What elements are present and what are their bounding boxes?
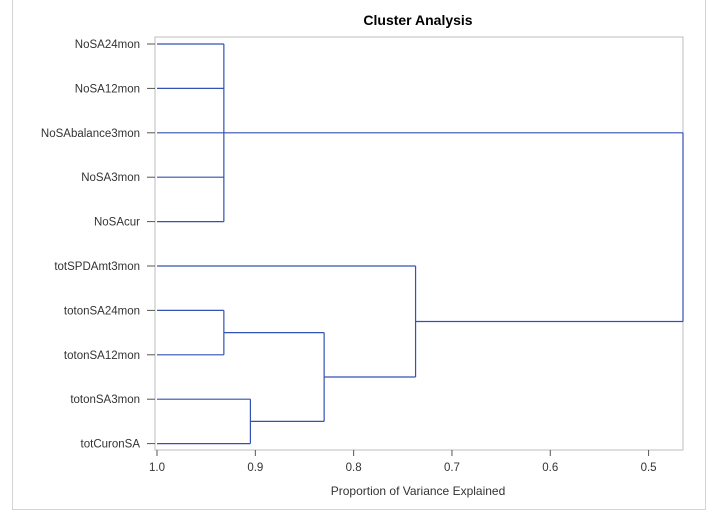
x-axis-label: Proportion of Variance Explained: [331, 484, 506, 498]
dendrogram-links: [157, 43, 684, 445]
chart-frame: [12, 0, 706, 510]
x-tick-label: 0.5: [641, 462, 657, 474]
leaf-label: NoSA12mon: [75, 83, 140, 95]
leaf-label: NoSAbalance3mon: [41, 128, 140, 140]
x-tick-label: 0.9: [247, 462, 263, 474]
leaf-labels: NoSA24mon NoSA12mon NoSAbalance3mon NoSA3mo…: [41, 39, 155, 451]
leaf-label: NoSA24mon: [75, 39, 140, 51]
chart-title: Cluster Analysis: [363, 12, 472, 28]
x-tick-label: 0.6: [542, 462, 558, 474]
plot-area: [154, 36, 684, 451]
x-tick-label: 1.0: [149, 462, 165, 474]
x-axis: 1.0 0.9 0.8 0.7 0.6 0.5: [149, 450, 657, 474]
leaf-label: totonSA3mon: [70, 394, 140, 406]
leaf-label: totCuronSA: [81, 439, 141, 451]
x-tick-label: 0.8: [346, 462, 362, 474]
leaf-label: totSPDAmt3mon: [54, 261, 140, 273]
leaf-label: NoSA3mon: [81, 172, 140, 184]
leaf-label: totonSA24mon: [64, 305, 140, 317]
x-tick-label: 0.7: [444, 462, 460, 474]
leaf-label: totonSA12mon: [64, 350, 140, 362]
leaf-label: NoSAcur: [94, 217, 140, 229]
